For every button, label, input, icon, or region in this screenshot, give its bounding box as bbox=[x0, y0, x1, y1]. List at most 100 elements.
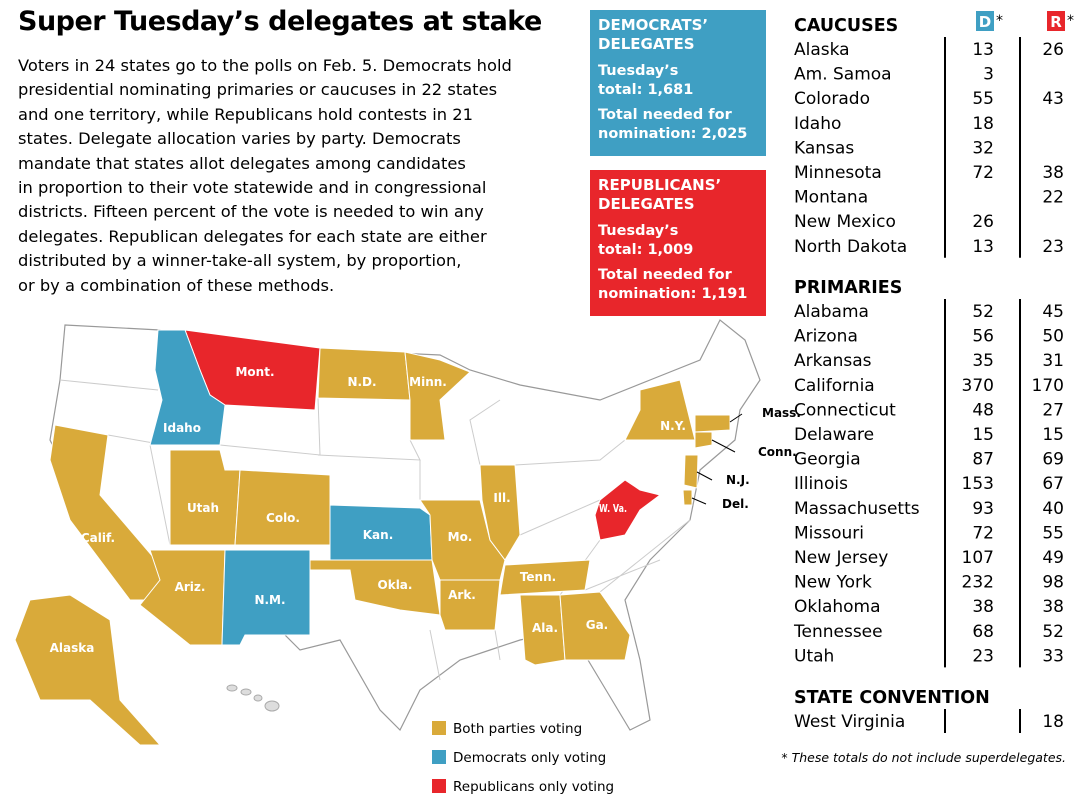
needed-label: Total needed for bbox=[598, 267, 732, 283]
rep-delegates: 33 bbox=[1042, 646, 1064, 666]
state-label: Utah bbox=[187, 501, 219, 515]
rep-delegates: 52 bbox=[1042, 622, 1064, 642]
state-label: Ala. bbox=[532, 621, 558, 635]
state bbox=[14, 594, 162, 746]
party-header: R bbox=[1050, 13, 1062, 31]
total-label: total: bbox=[598, 242, 643, 258]
rep-delegates: 50 bbox=[1042, 327, 1064, 347]
legend-label: Republicans only voting bbox=[453, 779, 614, 795]
footnote: * These totals do not include superdeleg… bbox=[781, 750, 1066, 765]
state-name: Kansas bbox=[794, 138, 854, 158]
intro-line: distributed by a winner-take-all system,… bbox=[18, 251, 462, 271]
rep-delegates: 27 bbox=[1042, 400, 1064, 420]
rep-delegates: 18 bbox=[1042, 712, 1064, 732]
intro-line: mandate that states allot delegates amon… bbox=[18, 153, 466, 173]
dem-delegates: 232 bbox=[962, 573, 994, 593]
state bbox=[221, 549, 311, 646]
dem-delegates: 52 bbox=[972, 302, 994, 322]
state-name: Massachusetts bbox=[794, 499, 920, 519]
heading-line: DELEGATES bbox=[598, 35, 695, 53]
state bbox=[439, 579, 501, 631]
dem-delegates: 13 bbox=[972, 40, 994, 60]
dem-delegates: 13 bbox=[972, 237, 994, 257]
hawaii bbox=[226, 684, 280, 712]
needed-value: 1,191 bbox=[701, 286, 748, 302]
rep-delegates: 40 bbox=[1042, 499, 1064, 519]
state bbox=[479, 464, 521, 561]
state bbox=[234, 469, 331, 546]
needed: Total needed for nomination: 2,025 bbox=[598, 106, 758, 144]
state-name: Georgia bbox=[794, 450, 861, 470]
state-name: New Mexico bbox=[794, 212, 896, 232]
section-title: CAUCUSES bbox=[794, 16, 898, 36]
intro: Voters in 24 states go to the polls on F… bbox=[18, 54, 512, 298]
state-label: Mont. bbox=[235, 365, 274, 379]
state-name: Idaho bbox=[794, 114, 841, 134]
rep-delegates: 38 bbox=[1042, 597, 1064, 617]
state bbox=[309, 559, 441, 616]
state-name: North Dakota bbox=[794, 237, 907, 257]
leader-line bbox=[696, 471, 713, 481]
state-name: Montana bbox=[794, 188, 868, 208]
intro-line: or by a combination of these methods. bbox=[18, 275, 335, 295]
legend-swatch bbox=[432, 750, 446, 764]
state-label: Calif. bbox=[81, 531, 115, 545]
state-label: Tenn. bbox=[520, 570, 556, 584]
total-line: total: 1,009 bbox=[598, 241, 758, 260]
state-name: Alabama bbox=[794, 302, 869, 322]
intro-line: districts. Fifteen percent of the vote i… bbox=[18, 202, 484, 222]
state-label: W. Va. bbox=[599, 502, 627, 515]
intro-line: in proportion to their vote statewide an… bbox=[18, 178, 487, 198]
rep-delegates: 98 bbox=[1042, 573, 1064, 593]
rep-delegates: 26 bbox=[1042, 40, 1064, 60]
party-badge bbox=[1047, 11, 1065, 31]
state bbox=[519, 594, 566, 666]
state-label: N.M. bbox=[254, 593, 285, 607]
needed-label: Total needed for bbox=[598, 107, 732, 123]
dem-delegates: 3 bbox=[983, 65, 994, 85]
title: Super Tuesday’s delegates at stake bbox=[18, 6, 542, 37]
heading-line: REPUBLICANS’ bbox=[598, 176, 722, 194]
asterisk: * bbox=[996, 13, 1003, 29]
state bbox=[594, 479, 662, 541]
rep-delegates: 23 bbox=[1042, 237, 1064, 257]
dem-delegates: 18 bbox=[972, 114, 994, 134]
asterisk: * bbox=[1067, 13, 1074, 29]
state bbox=[683, 454, 699, 489]
leader-line bbox=[729, 413, 743, 423]
intro-line: presidential nominating primaries or cau… bbox=[18, 80, 498, 100]
dem-delegates: 107 bbox=[962, 548, 994, 568]
rep-delegates: 22 bbox=[1042, 188, 1064, 208]
party-header: D bbox=[979, 13, 991, 31]
dem-delegates: 55 bbox=[972, 89, 994, 109]
rep-delegates: 38 bbox=[1042, 163, 1064, 183]
state-label: N.Y. bbox=[660, 419, 686, 433]
state-label: Kan. bbox=[363, 528, 394, 542]
state-name: Colorado bbox=[794, 89, 870, 109]
state-label: Ill. bbox=[493, 491, 510, 505]
dem-delegates: 26 bbox=[972, 212, 994, 232]
state-name: Delaware bbox=[794, 425, 874, 445]
total-label: total: bbox=[598, 82, 643, 98]
box-heading: DEMOCRATS’ DELEGATES bbox=[598, 16, 758, 54]
intro-line: Voters in 24 states go to the polls on F… bbox=[18, 56, 512, 75]
dem-delegates: 35 bbox=[972, 351, 994, 371]
dem-delegates: 153 bbox=[962, 474, 994, 494]
dem-delegates: 370 bbox=[962, 376, 994, 396]
total-value: 1,681 bbox=[647, 82, 694, 98]
dem-delegates: 48 bbox=[972, 400, 994, 420]
legend-label: Both parties voting bbox=[453, 721, 582, 737]
state bbox=[624, 379, 696, 441]
leader-line bbox=[711, 439, 736, 453]
total-line: total: 1,681 bbox=[598, 81, 758, 100]
intro-line: delegates. Republican delegates for each… bbox=[18, 226, 487, 246]
total-value: 1,009 bbox=[647, 242, 694, 258]
state-label: Ark. bbox=[448, 588, 476, 602]
dem-delegates: 23 bbox=[972, 646, 994, 666]
rep-delegates: 55 bbox=[1042, 523, 1064, 543]
box-heading: REPUBLICANS’ DELEGATES bbox=[598, 176, 758, 214]
needed-line: nomination: 1,191 bbox=[598, 285, 758, 304]
rep-box: REPUBLICANS’ DELEGATES Tuesday’s total: 1,0… bbox=[590, 170, 766, 316]
needed: Total needed for nomination: 1,191 bbox=[598, 266, 758, 304]
state bbox=[694, 414, 731, 433]
